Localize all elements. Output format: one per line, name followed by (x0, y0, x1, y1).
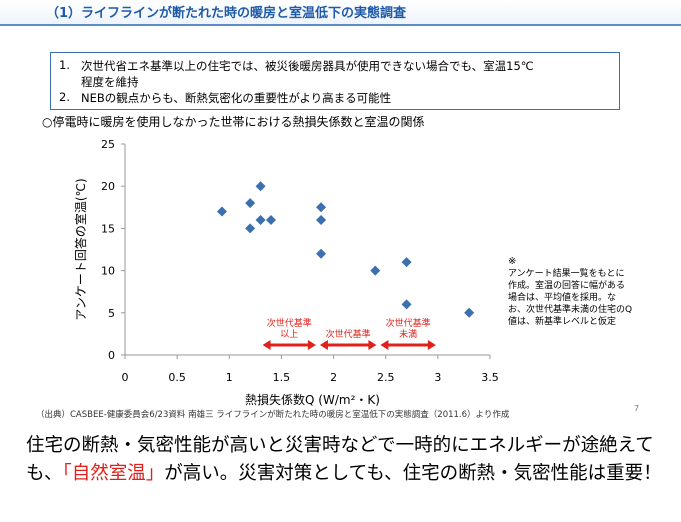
range-arrow-head-left (319, 340, 328, 350)
title-bar: （1）ライフラインが断たれた時の暖房と室温低下の実態調査 (0, 0, 681, 26)
range-label: 未満 (399, 328, 417, 340)
data-point (464, 307, 475, 318)
data-point (216, 206, 227, 217)
data-point (401, 257, 412, 268)
y-tick-label: 20 (101, 180, 115, 193)
page-number: 7 (634, 404, 640, 413)
x-axis-title: 熱損失係数Q (W/m²・K) (245, 392, 380, 407)
data-point (316, 248, 327, 259)
data-point (370, 265, 381, 276)
bottom-highlight: 「自然室温」 (62, 463, 165, 484)
x-tick-label: 2 (330, 371, 337, 384)
data-point (266, 214, 276, 225)
range-label: 次世代基準 (386, 317, 431, 329)
summary-line-2: NEBの観点からも、断熱気密化の重要性がより高まる可能性 (81, 91, 392, 105)
data-point (316, 202, 327, 213)
y-tick-label: 0 (108, 349, 115, 362)
summary-line-1b: 程度を維持 (81, 75, 139, 89)
y-tick-label: 15 (101, 222, 115, 235)
x-tick-label: 2.5 (377, 371, 395, 384)
data-point (316, 214, 327, 225)
data-point (401, 299, 412, 310)
summary-number-2: 2. (59, 90, 70, 104)
y-axis-title: アンケート回答の室温(℃) (73, 178, 88, 320)
y-tick-label: 10 (101, 265, 115, 278)
slide: （1）ライフラインが断たれた時の暖房と室温低下の実態調査 1. 次世代省エネ基準… (0, 0, 681, 420)
slide-title: （1）ライフラインが断たれた時の暖房と室温低下の実態調査 (46, 6, 407, 21)
data-point (245, 223, 256, 234)
note-mark: ※ (508, 256, 517, 267)
y-tick-label: 25 (101, 138, 115, 151)
bottom-text-before: 住宅の断熱・気密性能が高いと災害時などで一時的にエネルギーが途絶えても、 (26, 435, 654, 484)
note-text: アンケート結果一覧をもとに作成。室温の回答に幅がある場合は、平均値を採用。なお、… (508, 269, 633, 327)
data-point (255, 181, 266, 192)
range-arrow-head-left (262, 340, 271, 350)
data-point (245, 198, 256, 209)
chart-note: ※ アンケート結果一覧をもとに作成。室温の回答に幅がある場合は、平均値を採用。な… (508, 256, 633, 328)
bottom-message: 住宅の断熱・気密性能が高いと災害時などで一時的にエネルギーが途絶えても、「自然室… (26, 432, 666, 488)
chart-subtitle: ○停電時に暖房を使用しなかった世帯における熱損失係数と室温の関係 (42, 115, 425, 129)
x-tick-label: 3.5 (481, 371, 499, 384)
x-tick-label: 3 (434, 371, 441, 384)
data-point (255, 214, 266, 225)
x-tick-label: 0.5 (168, 371, 186, 384)
range-label: 以上 (280, 329, 298, 340)
summary-box: 1. 次世代省エネ基準以上の住宅では、被災後暖房器具が使用できない場合でも、室温… (50, 52, 620, 110)
summary-number-1: 1. (59, 58, 70, 72)
range-arrow-head-right (427, 340, 436, 350)
range-arrow-head-right (307, 340, 316, 350)
range-arrow-head-right (368, 340, 377, 350)
bottom-text-after: が高い。災害対策としても、住宅の断熱・気密性能は重要！ (164, 463, 662, 484)
x-tick-label: 0 (122, 371, 129, 384)
summary-line-1a: 次世代省エネ基準以上の住宅では、被災後暖房器具が使用できない場合でも、室温15℃ (81, 59, 534, 73)
range-label: 次世代基準 (326, 328, 371, 340)
source-citation: （出典）CASBEE-健康委員会6/23資料 南雄三 ライフラインが断たれた時の… (36, 410, 510, 420)
range-label: 次世代基準 (267, 317, 312, 329)
x-tick-label: 1 (226, 371, 233, 384)
range-arrow-head-left (380, 340, 389, 350)
x-tick-label: 1.5 (273, 371, 291, 384)
y-tick-label: 5 (108, 307, 115, 320)
